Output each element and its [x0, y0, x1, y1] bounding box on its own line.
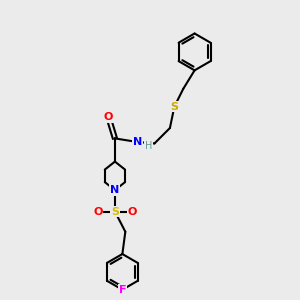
Text: S: S: [111, 206, 119, 217]
Text: N: N: [110, 185, 120, 195]
Text: H: H: [145, 140, 152, 151]
Text: O: O: [93, 206, 102, 217]
Text: N: N: [133, 137, 142, 147]
Text: O: O: [128, 206, 137, 217]
Text: F: F: [118, 285, 126, 295]
Text: O: O: [104, 112, 113, 122]
Text: S: S: [170, 102, 178, 112]
